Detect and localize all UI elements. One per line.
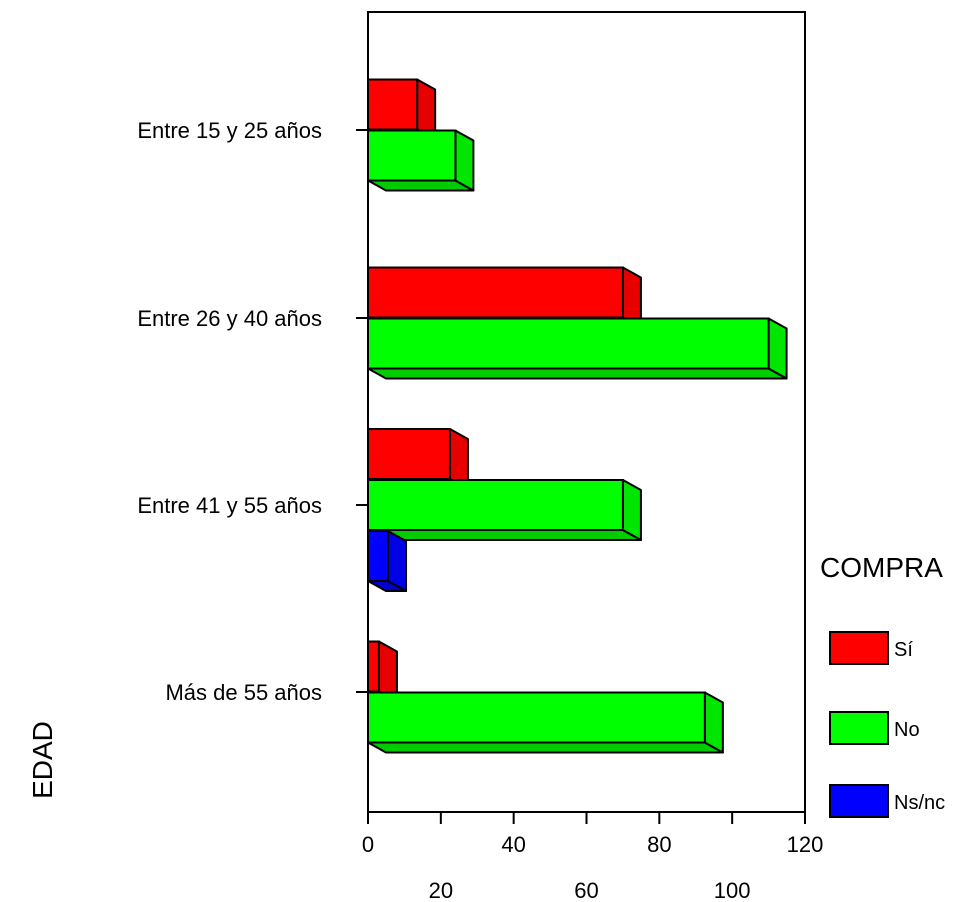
x-tick-label-0: 0 <box>362 832 374 857</box>
legend-label: Ns/nc <box>894 792 945 814</box>
legend-label: Sí <box>894 639 913 661</box>
value-axis: 0 40 80 120 20 60 100 <box>362 812 823 902</box>
category-label-entre-15-y-25-anos: Entre 15 y 25 años <box>137 118 322 143</box>
category-axis: Entre 15 y 25 años Entre 26 y 40 años Entr… <box>137 118 368 705</box>
category-label-entre-41-y-55-anos: Entre 41 y 55 años <box>137 493 322 518</box>
bar-entre-26-y-40-anos-no <box>367 317 788 380</box>
category-label-mas-de-55-anos: Más de 55 años <box>165 680 322 705</box>
x-tick-label-120: 120 <box>787 832 824 857</box>
x-tick-label-60: 60 <box>574 878 598 902</box>
category-label-entre-26-y-40-anos: Entre 26 y 40 años <box>137 306 322 331</box>
x-tick-label-40: 40 <box>501 832 525 857</box>
legend-swatch <box>829 711 889 745</box>
legend-item-ns-nc: Ns/nc <box>829 784 945 818</box>
bar-entre-41-y-55-anos-ns-nc <box>367 530 408 592</box>
legend-label: No <box>894 719 920 741</box>
legend-item-no: No <box>829 711 920 745</box>
legend: COMPRA Sí No Ns/nc <box>820 552 945 818</box>
bars-layer <box>367 78 788 754</box>
legend-title: COMPRA <box>820 552 943 583</box>
y-axis-label: EDAD <box>27 721 58 799</box>
legend-swatch <box>829 784 889 818</box>
bar-entre-41-y-55-anos-no <box>367 479 642 541</box>
bar-mas-de-55-anos-no <box>367 691 724 754</box>
x-tick-label-80: 80 <box>647 832 671 857</box>
x-tick-label-20: 20 <box>429 878 453 902</box>
bar-entre-15-y-25-anos-no <box>367 129 475 192</box>
legend-swatch <box>829 631 889 665</box>
legend-item-si: Sí <box>829 631 913 665</box>
x-tick-label-100: 100 <box>714 878 751 902</box>
